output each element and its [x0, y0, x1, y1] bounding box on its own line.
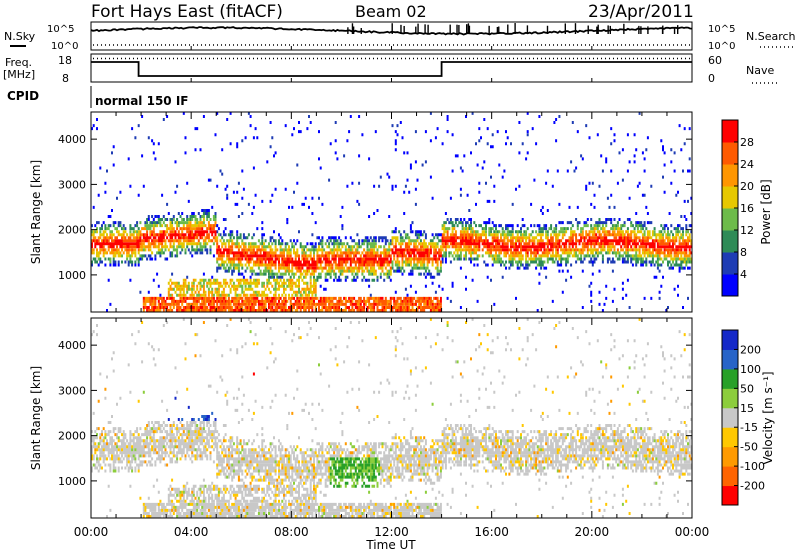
power-colorbar-label: Power [dB] [759, 179, 773, 244]
cpid-label: CPID [7, 89, 39, 103]
velocity-panel-frame [90, 317, 693, 519]
power-colorbar-tick-label: 20 [740, 180, 754, 193]
x-tick-label: 16:00 [474, 525, 509, 539]
x-axis-label: Time UT [365, 538, 416, 552]
power-panel-frame [90, 111, 693, 313]
velocity-colorbar-segment [722, 427, 738, 448]
beam-label: Beam 02 [355, 2, 427, 21]
cpid-value: normal 150 IF [95, 94, 189, 108]
velocity-axes: 1000 2000 3000 4000 [58, 318, 693, 518]
y-tick-label: 4000 [58, 133, 86, 146]
power-cells-2e8b57 [91, 212, 691, 282]
velocity-cells-1428c8 [167, 396, 217, 421]
velocity-colorbar-tick-label: -100 [740, 460, 765, 473]
x-tick-labels: 00:00 04:00 08:00 12:00 16:00 20:00 00:00 [74, 525, 710, 539]
power-colorbar: 4 8 12 16 20 24 28 [721, 119, 754, 297]
freq-tick-bottom: 8 [62, 72, 69, 85]
velocity-colorbar-frame [721, 329, 739, 506]
noise-tick-bottom-left: 10^0 [51, 41, 78, 52]
noise-strip [90, 21, 693, 51]
y-tick-label: 3000 [58, 178, 86, 191]
velocity-colorbar-tick-label: -15 [740, 421, 758, 434]
y-tick-label: 1000 [58, 475, 86, 488]
velocity-colorbar-segment [722, 446, 738, 467]
nave-tick-bottom: 0 [708, 72, 715, 85]
y-tick-label: 2000 [58, 224, 86, 237]
x-tick-label: 08:00 [274, 525, 309, 539]
velocity-cells-c8c8c8 [91, 317, 693, 518]
velocity-colorbar-segment [722, 407, 738, 428]
velocity-colorbar-segment [722, 349, 738, 370]
freq-trace [91, 61, 692, 77]
noise-lines [90, 23, 693, 50]
power-colorbar-tick-label: 12 [740, 224, 754, 237]
velocity-colorbar-segment [722, 388, 738, 409]
nave-tick-top: 60 [708, 54, 722, 67]
nsky-label: N.Sky [4, 30, 36, 43]
title: Fort Hays East (fitACF) [91, 2, 283, 22]
power-colorbar-tick-label: 4 [740, 268, 747, 281]
velocity-colorbar-tick-label: -200 [740, 480, 765, 493]
power-colorbar-segment [722, 164, 738, 187]
power-colorbar-tick-label: 16 [740, 202, 754, 215]
power-colorbar-segment [722, 252, 738, 275]
power-colorbar-segment [722, 120, 738, 143]
noise-tick-top-left: 10^5 [47, 24, 74, 35]
noise-tick-bottom-right: 10^0 [708, 41, 735, 52]
power-colorbar-segment [722, 186, 738, 209]
power-colorbar-tick-label: 24 [740, 158, 754, 171]
y-tick-label: 3000 [58, 384, 86, 397]
power-colorbar-segment [722, 208, 738, 231]
x-tick-label: 12:00 [374, 525, 409, 539]
power-cells-ff5a00 [91, 224, 691, 312]
y-tick-label: 1000 [58, 269, 86, 282]
velocity-cells-ffc800 [91, 317, 688, 518]
power-heatmap [91, 111, 693, 313]
velocity-colorbar-tick-label: -50 [740, 441, 758, 454]
velocity-colorbar-tick-label: 100 [740, 363, 761, 376]
velocity-colorbar-segment [722, 485, 738, 506]
y-tick-label: 2000 [58, 430, 86, 443]
noise-tick-top-right: 10^5 [708, 24, 735, 35]
freq-lines [90, 57, 693, 82]
freq-unit-label: [MHz] [3, 68, 35, 81]
velocity-colorbar-tick-label: 50 [740, 382, 754, 395]
nsearch-label: N.Search [746, 30, 796, 43]
nsky-trace [90, 26, 693, 36]
freq-tick-top: 18 [58, 54, 72, 67]
velocity-ylabel: Slant Range [km] [29, 366, 43, 470]
power-cells-e6c800 [91, 218, 693, 297]
velocity-colorbar-segment [722, 466, 738, 487]
x-tick-label: 20:00 [575, 525, 610, 539]
velocity-colorbar: 200 100 50 15 -15 -50 -100 -200 [721, 329, 765, 506]
power-axes: 1000 2000 3000 4000 [58, 112, 693, 312]
velocity-colorbar-tick-label: 15 [740, 402, 754, 415]
power-ylabel: Slant Range [km] [29, 160, 43, 264]
power-cells-0000ff [91, 111, 693, 313]
velocity-cells-ff0000 [252, 372, 255, 376]
velocity-colorbar-segment [722, 368, 738, 389]
velocity-heatmap [91, 317, 693, 518]
freq-label: Freq. [5, 56, 32, 69]
velocity-colorbar-tick-label: 200 [740, 343, 761, 356]
velocity-cells-28a028 [329, 457, 381, 488]
power-colorbar-segment [722, 230, 738, 253]
x-tick-label: 00:00 [675, 525, 710, 539]
x-tick-label: 00:00 [74, 525, 109, 539]
power-colorbar-segment [722, 274, 738, 297]
y-tick-label: 4000 [58, 339, 86, 352]
velocity-colorbar-label: Velocity [m s⁻¹] [761, 371, 775, 464]
power-colorbar-tick-label: 8 [740, 246, 747, 259]
nave-label: Nave [746, 64, 774, 77]
power-colorbar-segment [722, 142, 738, 165]
velocity-colorbar-segment [722, 330, 738, 350]
date-label: 23/Apr/2011 [588, 2, 694, 22]
x-tick-label: 04:00 [174, 525, 209, 539]
power-cells-ff0000 [91, 227, 693, 312]
power-colorbar-tick-label: 28 [740, 136, 754, 149]
